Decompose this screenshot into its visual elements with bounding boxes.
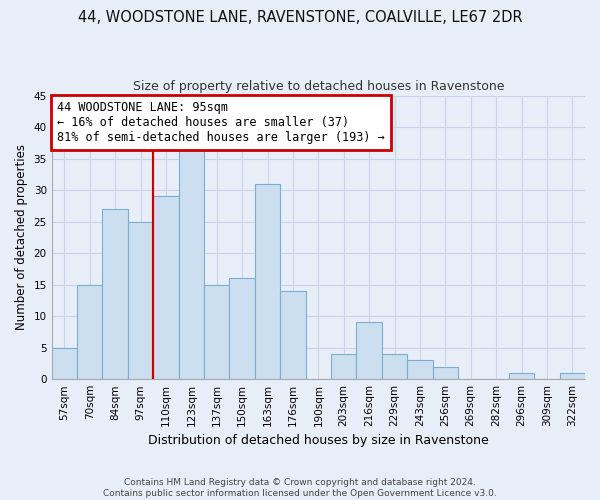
Bar: [229, 278, 255, 379]
Bar: [179, 146, 204, 379]
Bar: [356, 322, 382, 379]
Title: Size of property relative to detached houses in Ravenstone: Size of property relative to detached ho…: [133, 80, 504, 93]
Bar: [407, 360, 433, 379]
Text: Contains HM Land Registry data © Crown copyright and database right 2024.
Contai: Contains HM Land Registry data © Crown c…: [103, 478, 497, 498]
Bar: [382, 354, 407, 379]
Bar: [153, 196, 179, 379]
Bar: [204, 284, 229, 379]
Bar: [331, 354, 356, 379]
Bar: [52, 348, 77, 379]
Bar: [560, 373, 585, 379]
Bar: [280, 291, 305, 379]
Text: 44, WOODSTONE LANE, RAVENSTONE, COALVILLE, LE67 2DR: 44, WOODSTONE LANE, RAVENSTONE, COALVILL…: [77, 10, 523, 25]
Bar: [103, 209, 128, 379]
Bar: [77, 284, 103, 379]
Bar: [509, 373, 534, 379]
Bar: [433, 366, 458, 379]
X-axis label: Distribution of detached houses by size in Ravenstone: Distribution of detached houses by size …: [148, 434, 489, 448]
Bar: [255, 184, 280, 379]
Bar: [128, 222, 153, 379]
Text: 44 WOODSTONE LANE: 95sqm
← 16% of detached houses are smaller (37)
81% of semi-d: 44 WOODSTONE LANE: 95sqm ← 16% of detach…: [57, 101, 385, 144]
Y-axis label: Number of detached properties: Number of detached properties: [15, 144, 28, 330]
